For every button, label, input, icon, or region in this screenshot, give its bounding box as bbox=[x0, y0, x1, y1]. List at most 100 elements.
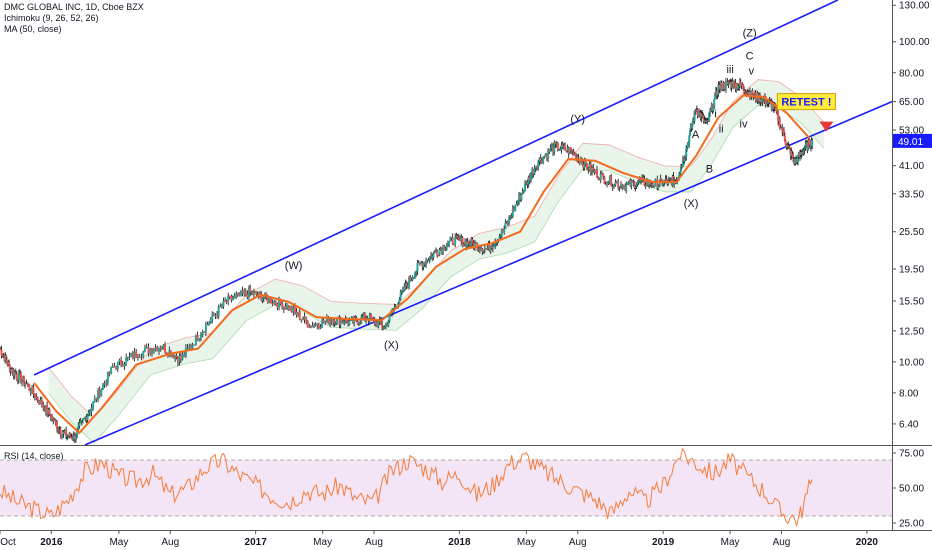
price-tick-label: 80.00 bbox=[899, 68, 924, 79]
candle-body bbox=[783, 135, 786, 141]
candle-body bbox=[74, 435, 77, 440]
price-tick-label: 6.40 bbox=[899, 419, 919, 430]
candle-body bbox=[421, 263, 424, 268]
candle-body bbox=[238, 292, 241, 296]
candle-body bbox=[584, 159, 587, 164]
candle-body bbox=[306, 320, 309, 327]
candle-body bbox=[600, 173, 603, 175]
candle-body bbox=[184, 348, 187, 357]
candle-body bbox=[579, 160, 582, 164]
candle-body bbox=[162, 345, 165, 350]
candle-body bbox=[284, 306, 287, 310]
candle-body bbox=[785, 144, 788, 148]
candle-body bbox=[784, 140, 787, 145]
candle-body bbox=[418, 262, 421, 264]
candle-body bbox=[586, 163, 589, 169]
candle-body bbox=[343, 322, 346, 324]
candle-body bbox=[591, 167, 594, 172]
candle-body bbox=[142, 351, 145, 357]
candle-body bbox=[252, 291, 255, 295]
candle-body bbox=[333, 320, 336, 324]
candle-body bbox=[457, 237, 460, 239]
candle-body bbox=[384, 324, 387, 328]
price-tick-label: 25.50 bbox=[899, 227, 924, 238]
candle-body bbox=[589, 163, 592, 172]
candle-body bbox=[629, 180, 632, 187]
candle-body bbox=[26, 384, 29, 386]
candle-body bbox=[295, 311, 298, 315]
candle-body bbox=[716, 94, 719, 96]
candle-body bbox=[0, 348, 2, 350]
candle-body bbox=[78, 423, 81, 427]
retest-arrow bbox=[819, 121, 834, 132]
candle-body bbox=[559, 149, 562, 151]
candle-body bbox=[255, 291, 258, 295]
candle-body bbox=[504, 222, 507, 230]
candle-body bbox=[330, 320, 333, 323]
candle-body bbox=[545, 154, 548, 159]
ma-legend: MA (50, close) bbox=[4, 24, 62, 34]
candle-body bbox=[35, 396, 38, 398]
candle-body bbox=[356, 321, 359, 325]
candle-body bbox=[633, 181, 636, 189]
candle-body bbox=[537, 161, 540, 168]
candle-body bbox=[194, 335, 197, 346]
retest-label-box bbox=[776, 93, 836, 111]
candle-body bbox=[101, 384, 104, 390]
price-tick-label: 41.00 bbox=[899, 161, 924, 172]
candle-body bbox=[38, 400, 41, 404]
candle-body bbox=[32, 387, 35, 394]
chart-legend: DMC GLOBAL INC, 1D, Cboe BZX Ichimoku (9… bbox=[4, 2, 144, 35]
candle-body bbox=[611, 186, 614, 188]
candle-body bbox=[733, 81, 736, 83]
candle-body bbox=[787, 145, 790, 147]
candle-body bbox=[527, 176, 530, 185]
candle-body bbox=[86, 415, 89, 421]
candle-body bbox=[433, 251, 436, 254]
candle-body bbox=[707, 120, 710, 122]
candle-body bbox=[749, 96, 752, 99]
candle-body bbox=[268, 297, 271, 303]
wave-label: iv bbox=[740, 118, 748, 130]
candle-body bbox=[116, 361, 119, 370]
candle-body bbox=[613, 185, 616, 187]
candle-body bbox=[111, 366, 114, 368]
candle-body bbox=[239, 290, 242, 296]
candle-body bbox=[521, 191, 524, 194]
candle-body bbox=[550, 146, 553, 149]
price-tick-label: 15.50 bbox=[899, 296, 924, 307]
candle-body bbox=[488, 243, 491, 251]
candle-body bbox=[308, 326, 311, 328]
candle-body bbox=[18, 372, 21, 374]
candle-body bbox=[164, 345, 167, 353]
candle-body bbox=[414, 272, 417, 278]
candle-body bbox=[430, 255, 433, 257]
candle-body bbox=[698, 111, 701, 116]
candle-body bbox=[57, 429, 60, 431]
candle-body bbox=[736, 83, 739, 89]
ichimoku-legend: Ichimoku (9, 26, 52, 26) bbox=[4, 13, 99, 23]
candle-body bbox=[528, 176, 531, 181]
candle-body bbox=[8, 361, 11, 365]
candle-body bbox=[606, 183, 609, 185]
candle-body bbox=[743, 90, 746, 93]
candle-body bbox=[678, 175, 681, 178]
candle-body bbox=[428, 256, 431, 261]
candle-body bbox=[12, 369, 15, 376]
candle-body bbox=[340, 320, 343, 323]
candle-body bbox=[748, 91, 751, 99]
candle-body bbox=[680, 166, 683, 171]
candle-body bbox=[225, 301, 228, 303]
candle-body bbox=[478, 248, 481, 251]
candle-body bbox=[214, 315, 217, 317]
candle-body bbox=[80, 420, 83, 422]
candle-body bbox=[133, 351, 136, 359]
candle-body bbox=[25, 383, 28, 385]
candle-body bbox=[143, 347, 146, 352]
candle-body bbox=[425, 259, 428, 265]
candle-body bbox=[335, 317, 338, 324]
candle-body bbox=[804, 148, 807, 150]
candle-body bbox=[438, 249, 441, 256]
candle-body bbox=[19, 373, 22, 383]
